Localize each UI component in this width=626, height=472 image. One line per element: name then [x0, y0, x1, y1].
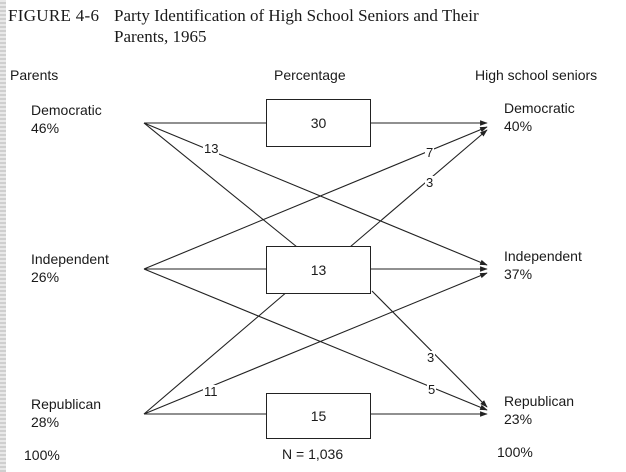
parents-independent: Independent 26% — [31, 250, 109, 286]
party-label: Democratic — [504, 100, 575, 116]
flow-arrow-rep-to-ind — [143, 272, 488, 415]
sample-size: N = 1,036 — [282, 446, 344, 462]
parents-republican: Republican 28% — [31, 395, 101, 431]
party-percent: 26% — [31, 269, 60, 285]
flow-label: 11 — [203, 384, 219, 399]
header-percentage: Percentage — [274, 67, 346, 83]
seniors-independent: Independent 37% — [504, 247, 582, 283]
flow-line-dem-to-center — [143, 122, 298, 248]
party-label: Independent — [504, 248, 582, 264]
party-label: Independent — [31, 251, 109, 267]
box-independent-stable: 13 — [266, 246, 371, 294]
flow-label: 13 — [203, 141, 220, 156]
party-label: Republican — [504, 393, 575, 409]
seniors-republican: Republican 23% — [504, 392, 574, 428]
party-label: Democratic — [31, 102, 102, 118]
flow-label: 3 — [426, 350, 436, 365]
flow-label: 7 — [425, 145, 435, 160]
figure-title: FIGURE 4-6 Party Identification of High … — [8, 6, 479, 46]
parents-total: 100% — [24, 447, 60, 463]
header-parents: Parents — [10, 67, 59, 83]
seniors-total: 100% — [497, 444, 533, 460]
seniors-democratic: Democratic 40% — [504, 99, 575, 135]
flow-arrow-dem-to-ind — [143, 122, 488, 266]
flow-label: 5 — [427, 382, 437, 397]
party-percent: 46% — [31, 120, 60, 136]
page-edge-shading — [0, 0, 6, 472]
figure-title-line-2: Parents, 1965 — [114, 27, 207, 46]
party-percent: 37% — [504, 266, 533, 282]
box-democratic-stable: 30 — [266, 99, 371, 147]
parents-democratic: Democratic 46% — [31, 101, 102, 137]
party-percent: 28% — [31, 414, 60, 430]
flow-arrow-center-to-dem — [349, 129, 488, 248]
party-percent: 23% — [504, 411, 533, 427]
flow-arrow-center-to-rep — [371, 290, 488, 408]
figure-title-line-1: Party Identification of High School Seni… — [114, 6, 479, 25]
box-republican-stable: 15 — [266, 393, 371, 439]
party-label: Republican — [31, 396, 102, 412]
flow-line-rep-to-center — [143, 290, 289, 415]
flow-label: 3 — [425, 175, 435, 190]
party-percent: 40% — [504, 118, 533, 134]
figure-number: FIGURE 4-6 — [8, 6, 100, 25]
header-high-school-seniors: High school seniors — [475, 67, 598, 83]
